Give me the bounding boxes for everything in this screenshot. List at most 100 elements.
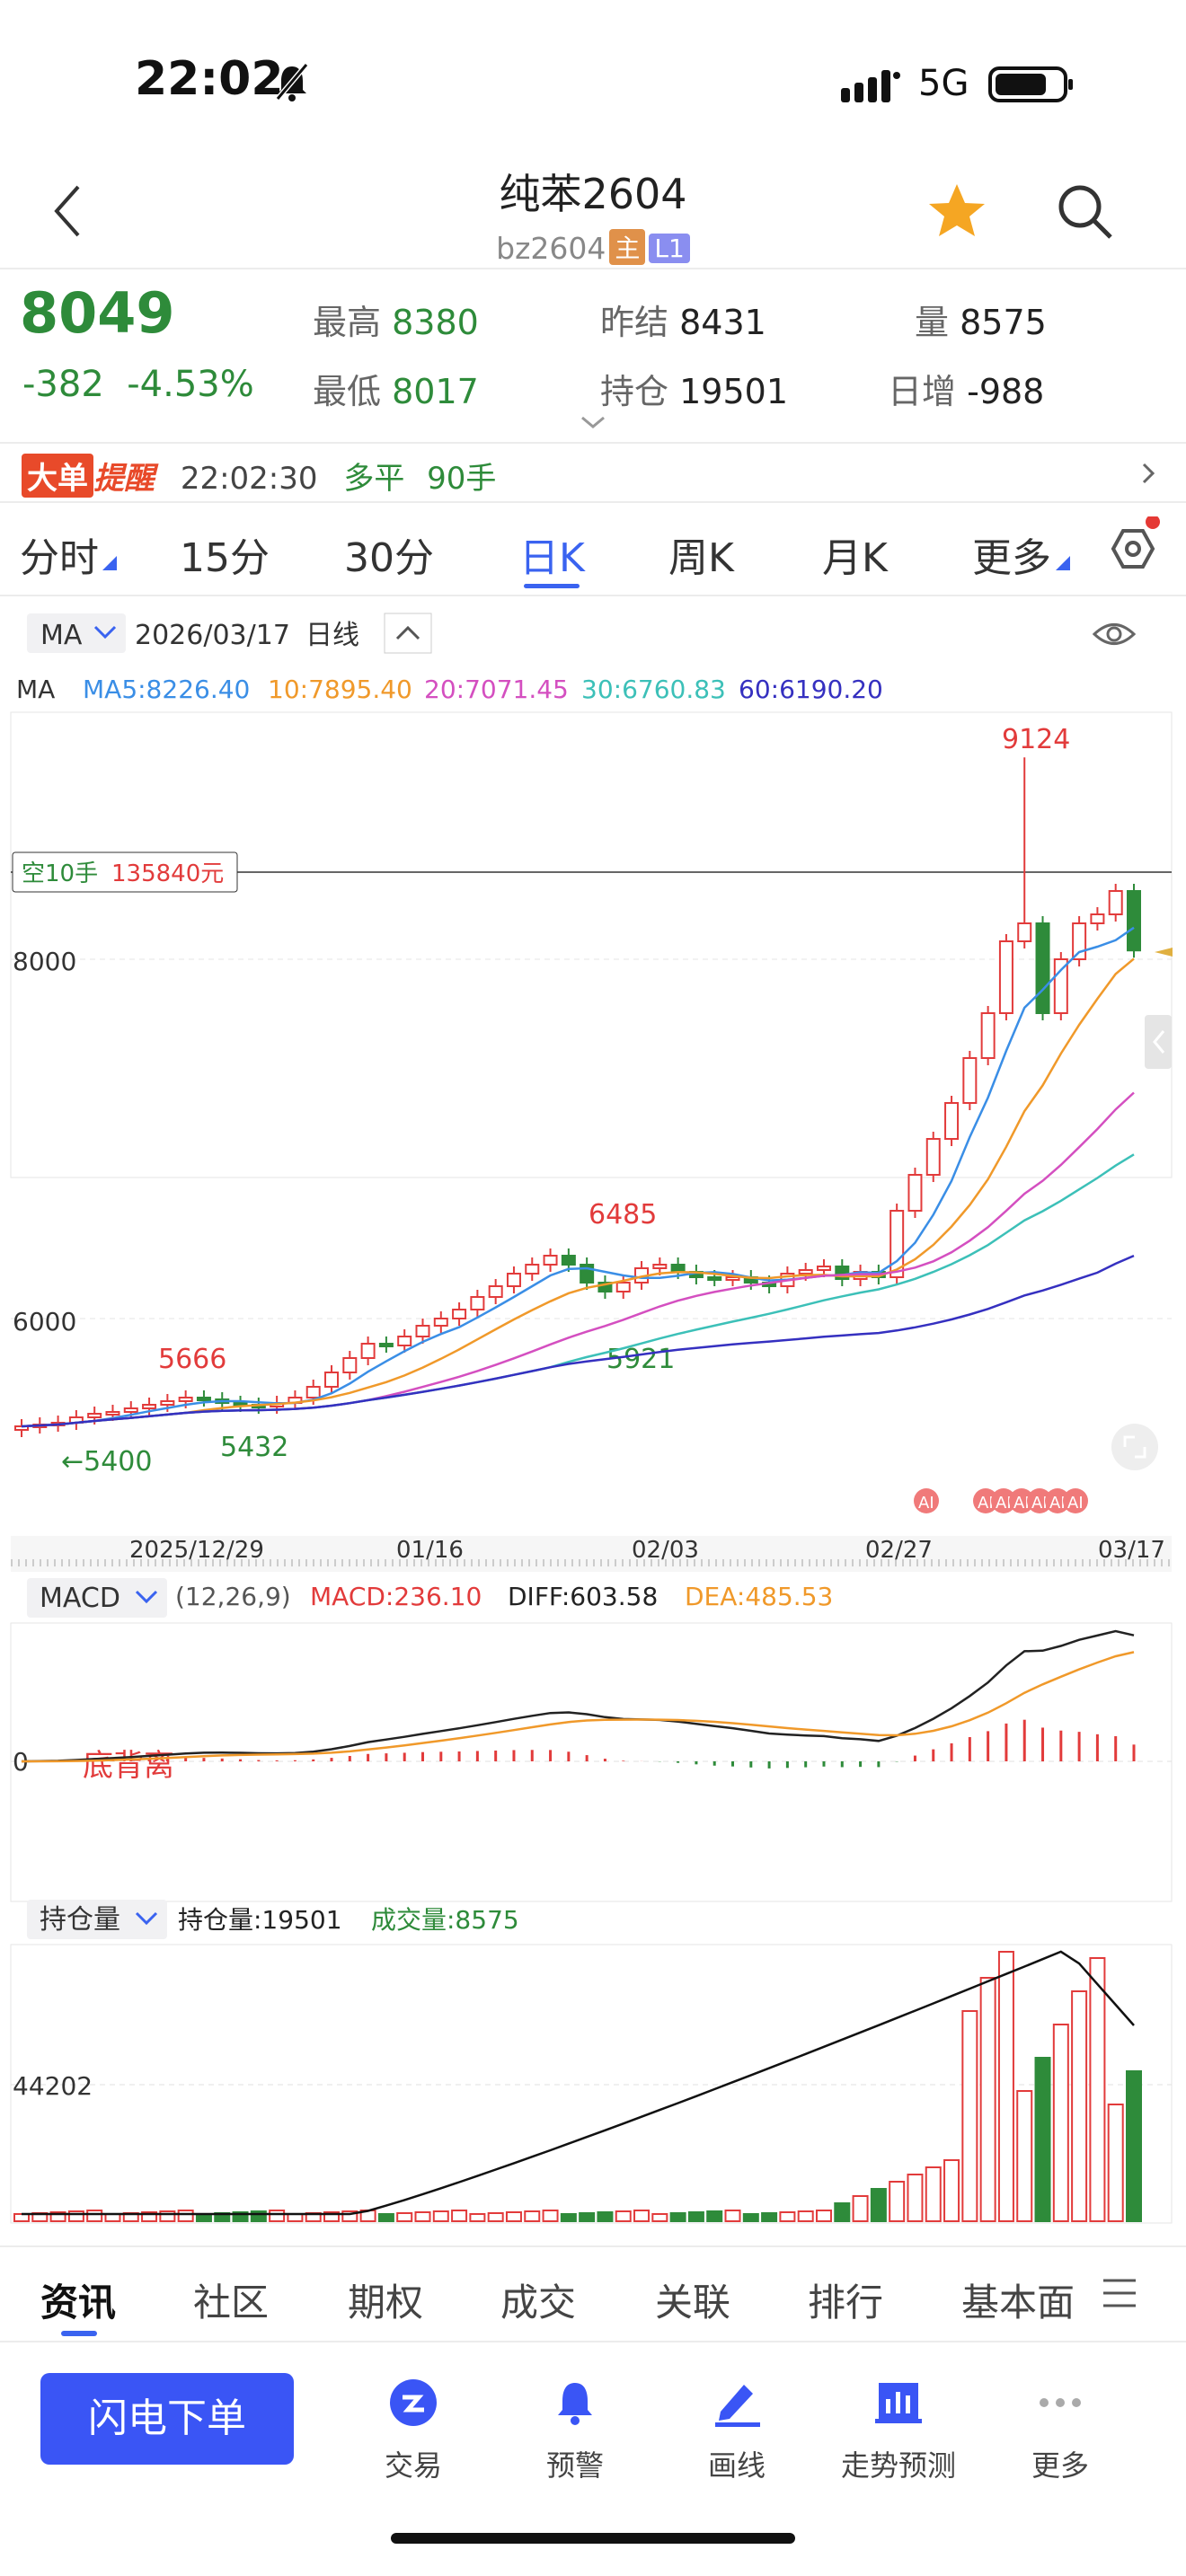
level-tag: L1 bbox=[649, 234, 690, 263]
trade-button[interactable]: 交易 bbox=[332, 2371, 494, 2484]
flash-order-button[interactable]: 闪电下单 bbox=[40, 2373, 294, 2465]
tab-15min[interactable]: 15分 bbox=[180, 535, 270, 581]
indicator-select[interactable] bbox=[27, 613, 126, 653]
candle-body bbox=[415, 1325, 430, 1337]
ai-badge bbox=[1009, 1488, 1034, 1513]
volume-bar bbox=[524, 2210, 541, 2222]
volume-bar bbox=[67, 2210, 84, 2222]
volume-bar bbox=[579, 2212, 596, 2222]
tab-weekly[interactable]: 周K bbox=[668, 535, 734, 581]
side-drawer-handle[interactable] bbox=[1145, 1015, 1172, 1069]
menu-icon[interactable] bbox=[1102, 2277, 1137, 2309]
ma10-line bbox=[21, 957, 1135, 1428]
fullscreen-icon bbox=[1123, 1435, 1146, 1459]
dropdown-triangle-icon bbox=[102, 556, 117, 570]
oi-select[interactable] bbox=[27, 1900, 167, 1939]
tab-more[interactable]: 更多 bbox=[972, 535, 1051, 581]
expand-chevron-icon[interactable] bbox=[580, 413, 606, 431]
more-button[interactable]: 更多 bbox=[979, 2371, 1141, 2484]
draw-button[interactable]: 画线 bbox=[656, 2371, 818, 2484]
chart-date: 2026/03/17 bbox=[135, 620, 290, 651]
more-label: 更多 bbox=[1031, 2448, 1089, 2483]
x-date-2: 01/16 bbox=[396, 1537, 464, 1564]
macd-select[interactable] bbox=[27, 1578, 167, 1618]
trend-predict-label: 走势预测 bbox=[840, 2448, 956, 2483]
favorite-star-icon[interactable] bbox=[925, 180, 988, 243]
tab-options[interactable]: 期权 bbox=[348, 2280, 424, 2325]
kline-chart[interactable]: MA 2026/03/17 日线 MA MA5:8226.40 10:7895.… bbox=[0, 597, 1186, 2250]
fullscreen-button[interactable] bbox=[1111, 1424, 1158, 1470]
candle-body bbox=[324, 1372, 340, 1388]
divider bbox=[0, 268, 1186, 269]
high-stat: 最高 8380 bbox=[313, 303, 479, 342]
chart-period: 日线 bbox=[305, 620, 359, 651]
volume-bar bbox=[323, 2211, 341, 2222]
tab-monthly[interactable]: 月K bbox=[822, 535, 888, 581]
candle-body bbox=[907, 1174, 923, 1212]
chevron-down-icon bbox=[135, 1590, 158, 1604]
clock: 22:02 bbox=[135, 52, 284, 106]
tab-related[interactable]: 关联 bbox=[655, 2280, 731, 2325]
tab-ranking[interactable]: 排行 bbox=[808, 2280, 884, 2325]
candle-body bbox=[707, 1276, 722, 1281]
ai-badge-text: AI bbox=[1013, 1494, 1030, 1513]
tab-30min[interactable]: 30分 bbox=[344, 535, 434, 581]
chevron-right-icon[interactable] bbox=[1139, 460, 1157, 487]
ai-badge-text: AI bbox=[1031, 1494, 1048, 1513]
position-amount: 135840元 bbox=[111, 860, 224, 887]
volume-bar bbox=[669, 2212, 686, 2222]
divider bbox=[0, 442, 1186, 444]
pen-icon bbox=[715, 2385, 760, 2427]
volume-bar bbox=[943, 2159, 960, 2222]
volume-bar bbox=[797, 2210, 814, 2222]
ai-badge bbox=[1027, 1488, 1052, 1513]
volume-bar bbox=[961, 2010, 978, 2222]
volume-bar bbox=[86, 2210, 103, 2222]
big-order-alert[interactable]: 大单 提醒 22:02:30 多平 90手 bbox=[22, 454, 496, 498]
daily-increase-value: -988 bbox=[967, 372, 1045, 411]
early-low-label: 5432 bbox=[220, 1432, 288, 1463]
search-icon[interactable] bbox=[1053, 180, 1116, 243]
candle-body bbox=[105, 1411, 120, 1416]
left-low-label: ←5400 bbox=[61, 1446, 152, 1478]
position-side: 空10手 bbox=[22, 860, 98, 887]
volume-bar bbox=[779, 2211, 796, 2222]
info-tabs: 资讯 社区 期权 成交 关联 排行 基本面 bbox=[0, 2245, 1186, 2336]
volume-bar bbox=[1126, 2070, 1142, 2222]
tab-daily[interactable]: 日K bbox=[519, 535, 585, 581]
tab-community[interactable]: 社区 bbox=[193, 2280, 270, 2325]
candle-body bbox=[890, 1210, 905, 1278]
ma5-value: MA5:8226.40 bbox=[83, 675, 250, 704]
tab-timeshare[interactable]: 分时 bbox=[20, 535, 99, 581]
eye-icon[interactable] bbox=[1092, 623, 1137, 645]
candle-body bbox=[561, 1255, 576, 1266]
settings-hexagon-icon[interactable] bbox=[1098, 516, 1170, 588]
macd-zero-label: 0 bbox=[13, 1747, 29, 1777]
alert-button[interactable]: 预警 bbox=[494, 2371, 656, 2484]
trade-label: 交易 bbox=[384, 2448, 442, 2483]
ai-badge bbox=[991, 1488, 1016, 1513]
ma5-line bbox=[21, 926, 1135, 1428]
volume-value: 成交量:8575 bbox=[371, 1905, 519, 1935]
candle-body bbox=[160, 1400, 175, 1406]
volume-bar bbox=[1052, 2024, 1069, 2222]
trend-predict-button[interactable]: 走势预测 bbox=[818, 2371, 979, 2484]
tab-trades[interactable]: 成交 bbox=[500, 2280, 577, 2325]
volume-bar bbox=[651, 2213, 668, 2222]
oi-label: 持仓量 bbox=[40, 1904, 120, 1936]
book-chart-icon bbox=[875, 2383, 922, 2423]
volume-bar bbox=[687, 2211, 704, 2222]
daily-increase-stat: 日增 -988 bbox=[888, 372, 1045, 411]
position-label-box[interactable] bbox=[12, 851, 238, 893]
tab-fundamentals[interactable]: 基本面 bbox=[961, 2280, 1075, 2325]
candle-body bbox=[397, 1336, 412, 1346]
dropdown-triangle-icon bbox=[1056, 556, 1070, 570]
candle-body bbox=[525, 1264, 540, 1275]
volume-bar bbox=[177, 2210, 194, 2222]
date-axis[interactable] bbox=[11, 1536, 1172, 1572]
candle-body bbox=[142, 1404, 157, 1409]
collapse-button[interactable] bbox=[384, 613, 432, 654]
candle-body bbox=[488, 1285, 503, 1298]
tab-news[interactable]: 资讯 bbox=[40, 2280, 117, 2325]
back-icon[interactable] bbox=[49, 180, 85, 243]
